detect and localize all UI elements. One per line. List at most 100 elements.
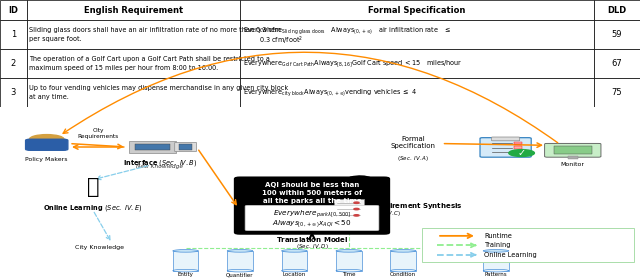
Bar xyxy=(514,151,522,153)
Text: City Knowledge: City Knowledge xyxy=(75,245,124,250)
Bar xyxy=(27,49,240,78)
Text: ✓: ✓ xyxy=(518,148,525,158)
Bar xyxy=(390,251,416,271)
Text: $\mathbf{Interface}$ $\mathit{(Sec.\ IV.B)}$: $\mathbf{Interface}$ $\mathit{(Sec.\ IV.… xyxy=(123,158,197,168)
Text: Location: Location xyxy=(283,272,306,277)
Text: 🧠: 🧠 xyxy=(86,177,99,197)
FancyBboxPatch shape xyxy=(129,142,176,153)
Bar xyxy=(27,0,240,20)
Text: Sliding glass doors shall have an air infiltration rate of no more than 0.3 cfm: Sliding glass doors shall have an air in… xyxy=(29,28,282,33)
Text: $\mathbf{Online\ Learning}$ $\mathit{(Sec.\ IV.E)}$: $\mathbf{Online\ Learning}$ $\mathit{(Se… xyxy=(43,203,143,213)
Text: New Knowledge: New Knowledge xyxy=(136,164,184,169)
Ellipse shape xyxy=(483,269,509,272)
Ellipse shape xyxy=(227,250,253,252)
Text: $\mathbf{Translation\ Model}$: $\mathbf{Translation\ Model}$ xyxy=(276,235,348,244)
Ellipse shape xyxy=(173,250,198,252)
Circle shape xyxy=(354,208,359,210)
Bar xyxy=(240,0,594,20)
Bar xyxy=(0,49,27,78)
Ellipse shape xyxy=(173,269,198,272)
Text: $\mathit{(Sec.\ IV.A)}$: $\mathit{(Sec.\ IV.A)}$ xyxy=(397,154,429,163)
Text: Everywhere$_{\mathrm{Sliding\ glass\ doors}}$   Always$_{(0,+\infty)}$   air inf: Everywhere$_{\mathrm{Sliding\ glass\ doo… xyxy=(243,25,451,36)
Text: Online Learning: Online Learning xyxy=(484,252,537,258)
Text: DLD: DLD xyxy=(607,6,627,15)
FancyBboxPatch shape xyxy=(179,144,192,150)
Bar xyxy=(240,20,594,49)
Bar xyxy=(594,49,640,78)
Text: ID: ID xyxy=(8,6,19,15)
Bar xyxy=(0,78,27,107)
FancyBboxPatch shape xyxy=(235,178,389,234)
Ellipse shape xyxy=(336,250,362,252)
Text: $\mathit{Everywhere}_{park\lambda[0,500]}$: $\mathit{Everywhere}_{park\lambda[0,500]… xyxy=(273,208,351,219)
Ellipse shape xyxy=(390,250,416,252)
Ellipse shape xyxy=(282,250,307,252)
Bar xyxy=(282,251,307,271)
Ellipse shape xyxy=(483,250,509,252)
Text: 75: 75 xyxy=(612,88,622,97)
Ellipse shape xyxy=(227,269,253,272)
Text: The operation of a Golf Cart upon a Golf Cart Path shall be restricted to a: The operation of a Golf Cart upon a Golf… xyxy=(29,56,270,62)
Circle shape xyxy=(354,215,359,216)
Bar xyxy=(0,0,27,20)
Circle shape xyxy=(29,135,64,144)
FancyBboxPatch shape xyxy=(135,143,170,150)
Text: AQI should be less than
100 within 500 meters of
all the parks all the time: AQI should be less than 100 within 500 m… xyxy=(262,182,362,204)
FancyBboxPatch shape xyxy=(422,229,634,262)
Ellipse shape xyxy=(282,269,307,272)
Text: 0.3 cfm/foot$^2$: 0.3 cfm/foot$^2$ xyxy=(259,35,303,47)
FancyBboxPatch shape xyxy=(245,205,379,231)
Text: per square foot.: per square foot. xyxy=(29,36,82,42)
Text: $\mathbf{Requirement\ Synthesis}$: $\mathbf{Requirement\ Synthesis}$ xyxy=(369,201,462,211)
Text: City
Requirements: City Requirements xyxy=(77,128,118,139)
Text: Up to four vending vehicles may dispense merchandise in any given city block: Up to four vending vehicles may dispense… xyxy=(29,85,289,91)
Text: 1: 1 xyxy=(11,30,16,39)
Bar xyxy=(227,251,253,271)
Text: Policy Makers: Policy Makers xyxy=(26,157,68,162)
FancyBboxPatch shape xyxy=(554,146,592,154)
Text: maximum speed of 15 miles per hour from 8:00 to 16:00.: maximum speed of 15 miles per hour from … xyxy=(29,65,219,71)
FancyBboxPatch shape xyxy=(334,199,364,219)
Text: Patterns: Patterns xyxy=(484,272,508,277)
Text: $\mathit{(Sec.\ IV.D)}$: $\mathit{(Sec.\ IV.D)}$ xyxy=(296,242,328,251)
FancyBboxPatch shape xyxy=(175,142,196,152)
Circle shape xyxy=(509,150,534,157)
Bar xyxy=(27,20,240,49)
Text: Entity: Entity xyxy=(178,272,193,277)
FancyBboxPatch shape xyxy=(480,138,531,157)
Ellipse shape xyxy=(390,269,416,272)
Text: English Requirement: English Requirement xyxy=(84,6,183,15)
Bar xyxy=(594,78,640,107)
Circle shape xyxy=(354,202,359,203)
Text: Formal Specification: Formal Specification xyxy=(368,6,466,15)
Text: 3: 3 xyxy=(11,88,16,97)
FancyBboxPatch shape xyxy=(545,143,601,157)
Text: 2: 2 xyxy=(11,59,16,68)
Text: Monitor: Monitor xyxy=(561,162,585,167)
Bar xyxy=(568,156,578,159)
Bar xyxy=(514,142,522,145)
Bar xyxy=(594,20,640,49)
Text: 59: 59 xyxy=(612,30,622,39)
Bar xyxy=(514,147,522,149)
Text: 67: 67 xyxy=(612,59,622,68)
Text: $\mathit{Always}_{[0,+\infty)}x_{AQI}<50$: $\mathit{Always}_{[0,+\infty)}x_{AQI}<50… xyxy=(273,218,351,229)
Text: Everywhere$_{\mathrm{Golf\ Cart\ Path}}$Always$_{[8,16]}$Golf Cart speed < 15   : Everywhere$_{\mathrm{Golf\ Cart\ Path}}$… xyxy=(243,59,462,69)
Bar xyxy=(173,251,198,271)
FancyBboxPatch shape xyxy=(492,137,520,141)
Ellipse shape xyxy=(336,269,362,272)
Text: Training: Training xyxy=(484,242,511,248)
Bar xyxy=(0,20,27,49)
Bar xyxy=(336,251,362,271)
Bar xyxy=(594,0,640,20)
Text: Quantifier: Quantifier xyxy=(227,272,253,277)
Text: Time: Time xyxy=(342,272,356,277)
Text: Formal
Specification: Formal Specification xyxy=(390,136,435,150)
Text: Everywhere$_{\mathrm{city\ block}}$Always$_{(0,+\infty)}$vending vehicles $\leq$: Everywhere$_{\mathrm{city\ block}}$Alway… xyxy=(243,87,417,98)
Text: Runtime: Runtime xyxy=(484,233,513,239)
Bar xyxy=(240,78,594,107)
Text: Condition: Condition xyxy=(390,272,416,277)
Bar xyxy=(483,251,509,271)
Bar xyxy=(240,49,594,78)
Text: at any time.: at any time. xyxy=(29,94,69,100)
